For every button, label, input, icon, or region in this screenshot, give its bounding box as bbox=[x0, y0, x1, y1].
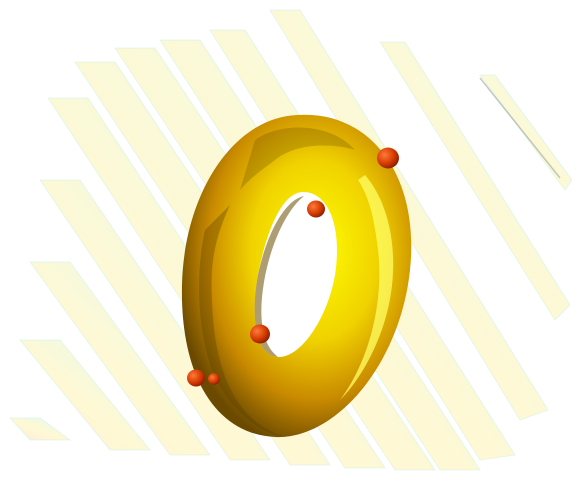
torus-highlight bbox=[340, 175, 394, 400]
slice-plane bbox=[479, 74, 573, 191]
marker-points bbox=[187, 147, 399, 387]
slice-plane bbox=[379, 41, 571, 321]
slice-plane bbox=[29, 261, 211, 456]
marker-icon[interactable] bbox=[307, 200, 325, 218]
slice-plane bbox=[8, 417, 72, 441]
marker-icon[interactable] bbox=[187, 369, 205, 387]
slice-plane bbox=[269, 9, 549, 421]
marker-icon[interactable] bbox=[377, 147, 399, 169]
torus-top-band bbox=[240, 127, 355, 190]
marker-icon[interactable] bbox=[208, 373, 220, 385]
slice-plane bbox=[18, 339, 152, 451]
plane-edge-line bbox=[479, 77, 561, 179]
marker-icon[interactable] bbox=[250, 324, 270, 344]
